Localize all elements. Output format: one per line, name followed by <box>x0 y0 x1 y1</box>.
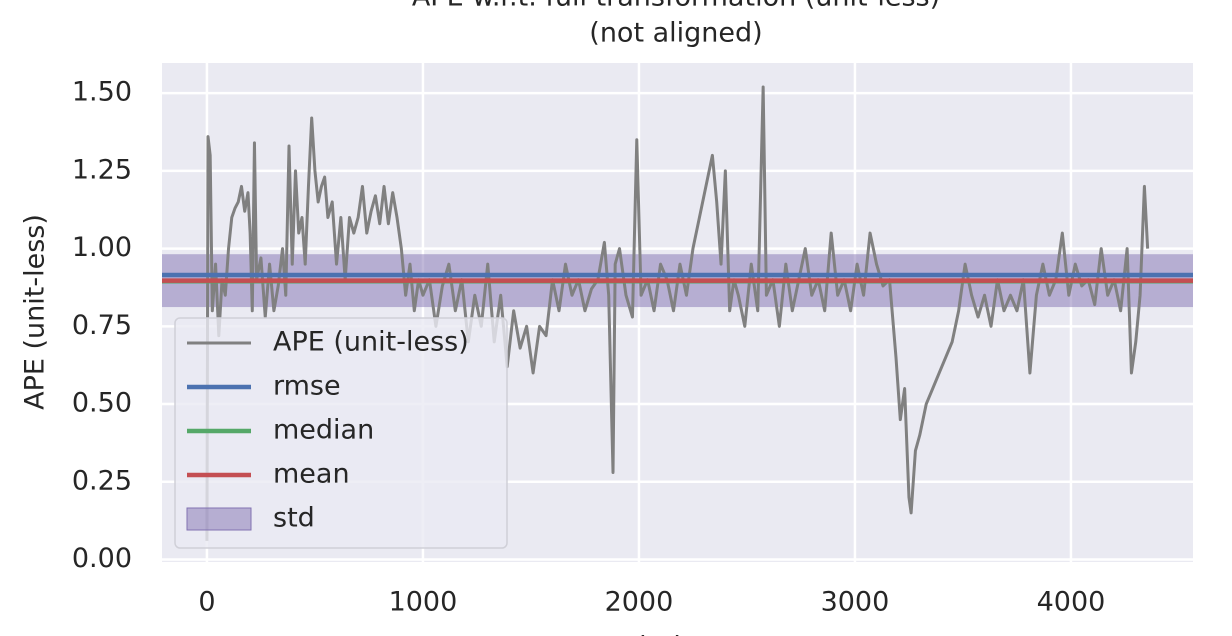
y-tick-label: 1.00 <box>72 232 132 263</box>
legend-label: median <box>273 415 374 446</box>
legend-label: mean <box>273 459 350 490</box>
ape-line <box>205 85 1150 541</box>
x-axis-label: index <box>639 632 713 636</box>
y-tick-label: 0.25 <box>72 465 132 496</box>
y-tick-label: 1.50 <box>72 77 132 108</box>
x-tick-label: 3000 <box>821 587 890 618</box>
chart-subtitle: (not aligned) <box>589 18 762 49</box>
y-tick-label: 0.00 <box>72 543 132 574</box>
y-axis-label: APE (unit-less) <box>20 214 51 410</box>
legend-label: rmse <box>273 371 341 402</box>
chart-title: APE w.r.t. full transformation (unit-les… <box>412 0 940 13</box>
y-tick-label: 0.50 <box>72 388 132 419</box>
x-tick-label: 0 <box>198 587 215 618</box>
legend-label: APE (unit-less) <box>273 327 469 358</box>
y-tick-label: 1.25 <box>72 154 132 185</box>
y-tick-label: 0.75 <box>72 310 132 341</box>
legend-box <box>174 317 508 549</box>
x-tick-label: 1000 <box>389 587 458 618</box>
x-tick-label: 2000 <box>605 587 674 618</box>
legend-label: std <box>273 503 315 534</box>
x-tick-label: 4000 <box>1037 587 1106 618</box>
legend-swatch <box>186 507 252 531</box>
